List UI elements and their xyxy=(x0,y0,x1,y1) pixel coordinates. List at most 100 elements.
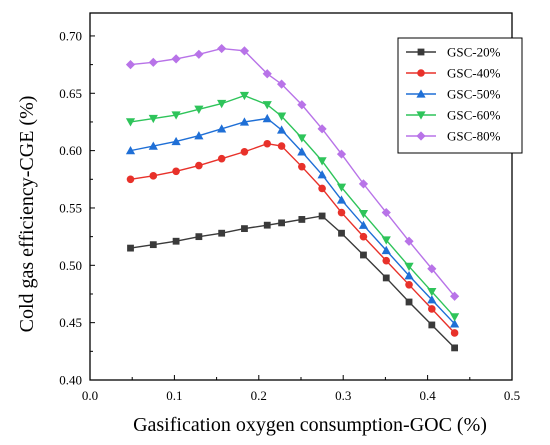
data-point xyxy=(297,134,307,143)
data-point xyxy=(359,232,368,241)
data-point xyxy=(297,100,307,110)
data-point xyxy=(277,142,286,150)
legend-label: GSC-20% xyxy=(447,45,501,60)
y-tick-label: 0.65 xyxy=(59,86,82,101)
data-point xyxy=(148,57,158,67)
data-point xyxy=(416,131,426,141)
legend-label: GSC-60% xyxy=(447,108,501,123)
data-point xyxy=(126,175,135,184)
legend-label: GSC-50% xyxy=(447,87,501,102)
data-point xyxy=(405,281,413,289)
series-gsc-80 xyxy=(125,43,460,301)
data-point xyxy=(297,147,307,156)
y-tick-label: 0.60 xyxy=(59,143,82,158)
data-point xyxy=(149,241,157,249)
data-point xyxy=(276,79,287,89)
data-point xyxy=(417,48,425,56)
data-point xyxy=(263,221,271,229)
data-point xyxy=(298,162,306,171)
data-point xyxy=(148,141,158,150)
x-tick-label: 0.1 xyxy=(166,388,182,403)
data-point xyxy=(278,219,285,227)
x-tick-label: 0.0 xyxy=(82,388,98,403)
series-line xyxy=(130,47,456,297)
data-point xyxy=(416,89,426,98)
data-point xyxy=(195,233,203,241)
series-gsc-40 xyxy=(126,139,459,337)
data-point xyxy=(450,319,460,328)
data-point xyxy=(240,147,249,156)
data-point xyxy=(149,172,158,180)
data-point xyxy=(172,237,180,245)
data-point xyxy=(125,118,136,127)
legend: GSC-20% GSC-40% GSC-50% GSC-60% GSC-80% xyxy=(397,37,523,154)
data-point xyxy=(381,236,391,245)
data-point xyxy=(427,295,437,304)
data-point xyxy=(241,225,248,233)
data-point xyxy=(276,125,287,134)
data-point xyxy=(336,195,347,204)
data-point xyxy=(336,149,347,159)
y-tick-label: 0.45 xyxy=(59,315,82,330)
y-tick-label: 0.55 xyxy=(59,200,82,215)
y-tick-label: 0.70 xyxy=(59,28,82,43)
data-point xyxy=(450,313,460,322)
x-tick-label: 0.5 xyxy=(504,388,520,403)
legend-item: GSC-40% xyxy=(406,66,501,81)
data-point xyxy=(338,229,345,237)
series-gsc-60 xyxy=(125,91,460,322)
data-point xyxy=(381,245,391,255)
data-point xyxy=(404,271,414,280)
series-line xyxy=(130,117,456,325)
data-point xyxy=(172,167,180,176)
data-point xyxy=(317,157,327,166)
data-point xyxy=(417,69,425,77)
y-axis-label: Cold gas efficiency-CGE (%) xyxy=(16,96,38,333)
data-point xyxy=(194,49,204,59)
data-point xyxy=(171,111,181,120)
data-point xyxy=(217,124,227,133)
data-point xyxy=(239,117,250,126)
data-point xyxy=(127,244,134,252)
series-line xyxy=(130,94,456,318)
data-point xyxy=(262,101,272,110)
data-point xyxy=(358,220,369,229)
legend-item: GSC-60% xyxy=(406,108,501,123)
data-point xyxy=(217,99,227,109)
data-point xyxy=(451,344,459,352)
data-point xyxy=(318,212,326,220)
data-point xyxy=(336,183,347,192)
data-point xyxy=(318,184,326,193)
data-point xyxy=(194,105,204,114)
x-axis-label: Gasification oxygen consumption-GOC (%) xyxy=(133,414,487,436)
data-point xyxy=(217,154,226,163)
data-point xyxy=(404,262,414,272)
data-point xyxy=(262,113,272,123)
data-point xyxy=(382,274,390,282)
legend-item: GSC-80% xyxy=(406,129,501,144)
data-point xyxy=(358,179,369,189)
data-point xyxy=(263,139,272,148)
data-point xyxy=(382,256,391,265)
data-point xyxy=(427,264,437,274)
data-point xyxy=(416,111,426,120)
legend-item: GSC-50% xyxy=(406,87,501,102)
data-point xyxy=(239,46,250,56)
data-point xyxy=(428,321,436,329)
data-point xyxy=(218,229,226,237)
data-point xyxy=(428,305,436,313)
legend-label: GSC-80% xyxy=(447,129,501,144)
y-tick-label: 0.40 xyxy=(59,373,82,388)
data-point xyxy=(381,207,391,218)
data-point xyxy=(217,43,227,54)
data-point xyxy=(148,114,158,124)
data-point xyxy=(298,216,306,223)
series-line xyxy=(130,215,456,349)
plot-area: 0.0 0.1 0.2 0.3 0.4 0.5 0.40 0.45 0.50 0.55 0.60 0.… xyxy=(59,12,523,403)
data-point xyxy=(337,208,346,217)
data-point xyxy=(171,136,181,146)
x-tick-label: 0.4 xyxy=(419,388,436,403)
data-point xyxy=(404,236,414,246)
data-point xyxy=(358,210,369,219)
